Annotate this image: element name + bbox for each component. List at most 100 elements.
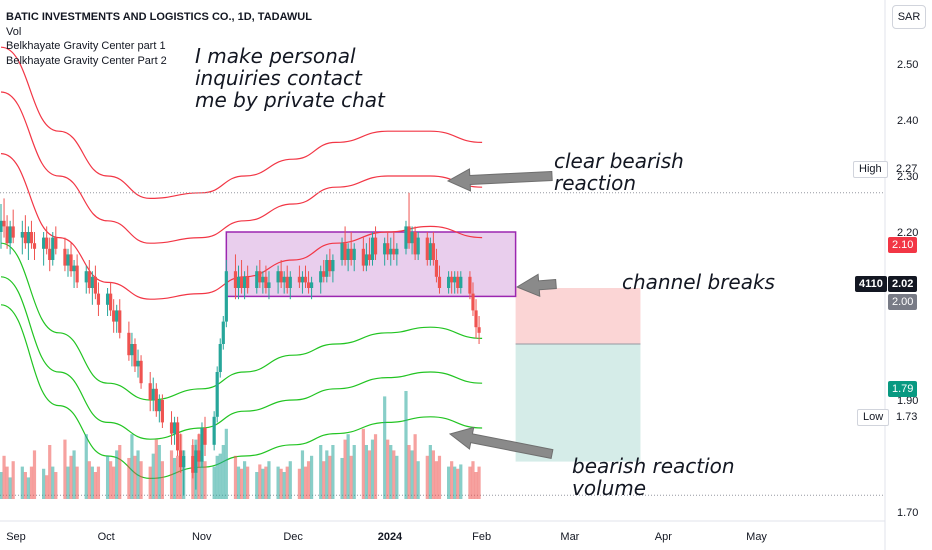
candle-body	[191, 456, 195, 473]
candle-body	[303, 276, 308, 283]
volume-bars	[0, 391, 481, 499]
volume-bar	[303, 466, 308, 499]
volume-bar	[72, 450, 76, 499]
volume-bar	[157, 445, 161, 499]
volume-bar	[109, 461, 113, 499]
volume-bar	[221, 445, 225, 499]
candle-body	[282, 276, 286, 283]
volume-bar	[176, 455, 180, 499]
candle-body	[87, 271, 91, 288]
annotation-clear-bearish: clear bearish reaction	[554, 150, 684, 194]
candle-body	[130, 344, 134, 356]
time-tick-label: Sep	[6, 531, 26, 543]
candle-body	[133, 344, 137, 367]
volume-bar	[373, 434, 378, 499]
volume-bar	[20, 466, 24, 499]
candle-body	[45, 237, 49, 249]
price-tick-label: 2.30	[897, 171, 918, 183]
volume-bar	[84, 434, 88, 499]
candle-body	[331, 260, 335, 272]
candle-body	[297, 276, 302, 283]
time-tick-label: Oct	[98, 531, 115, 543]
candle-body	[11, 226, 15, 238]
volume-bar	[148, 466, 152, 499]
candle-body	[54, 237, 58, 249]
volume-bar	[447, 466, 451, 499]
candle-body	[105, 293, 110, 305]
volume-bar	[172, 457, 177, 499]
annotation-channel-breaks: channel breaks	[622, 271, 775, 293]
volume-bar	[346, 434, 350, 499]
candle-body	[456, 276, 460, 288]
candle-body	[29, 232, 34, 244]
price-tick-label: 1.70	[897, 507, 918, 519]
candle-body	[148, 383, 152, 400]
volume-bar	[115, 450, 119, 499]
candle-body	[51, 237, 55, 260]
candle-body	[109, 293, 113, 311]
volume-bar	[48, 445, 52, 499]
annotation-line: clear bearish	[554, 149, 684, 173]
candle-body	[279, 271, 283, 283]
volume-bar	[75, 466, 79, 499]
volume-bar	[243, 461, 247, 499]
volume-tag: 4110	[855, 276, 887, 292]
price-tick-label: 2.50	[897, 59, 918, 71]
candle-body	[169, 422, 174, 434]
candle-body	[300, 276, 305, 283]
indicator-vol[interactable]: Vol	[6, 25, 22, 38]
candle-body	[84, 271, 88, 283]
low-value: 1.73	[896, 411, 918, 423]
volume-bar	[215, 455, 219, 499]
candle-body	[306, 282, 311, 288]
candle-body	[340, 243, 344, 260]
candle-body	[328, 260, 332, 272]
currency-button[interactable]: SAR	[892, 5, 926, 29]
annotation-line: reaction	[554, 171, 637, 195]
volume-bar	[105, 455, 110, 499]
candle-body	[151, 388, 155, 400]
volume-bar	[306, 461, 311, 499]
volume-bar	[264, 466, 268, 499]
volume-bar	[63, 439, 67, 499]
candle-body	[367, 254, 372, 260]
candle-body	[264, 276, 268, 288]
candle-body	[386, 243, 390, 255]
last-price-tag: 2.02	[888, 276, 918, 292]
arrow-bearish-volume	[448, 426, 554, 460]
candle-body	[20, 232, 24, 238]
volume-bar	[383, 396, 387, 499]
volume-bar	[160, 461, 164, 499]
annotation-line: inquiries contact	[195, 66, 362, 90]
volume-bar	[392, 450, 396, 499]
candle-body	[179, 450, 183, 468]
volume-bar	[258, 464, 262, 499]
volume-bar	[255, 472, 259, 499]
volume-bar	[370, 439, 375, 499]
volume-bar	[29, 466, 34, 499]
candle-body	[346, 248, 350, 260]
indicator-gravity-2[interactable]: Belkhayate Gravity Center Part 2	[6, 54, 167, 67]
annotation-inquiries: I make personal inquiries contact me by …	[195, 45, 385, 111]
candle-body	[2, 220, 6, 227]
symbol-title[interactable]: BATIC INVESTMENTS AND LOGISTICS CO., 1D,…	[6, 11, 312, 23]
candle-body	[48, 248, 52, 260]
candle-body	[285, 276, 289, 288]
candle-body	[224, 271, 228, 322]
candle-body	[90, 276, 94, 288]
annotation-line: I make personal	[195, 44, 356, 68]
candle-body	[42, 237, 46, 249]
volume-bar	[5, 466, 9, 499]
candle-body	[8, 226, 12, 244]
volume-bar	[130, 434, 134, 499]
candle-body	[261, 276, 265, 283]
candle-body	[32, 243, 37, 249]
volume-bar	[477, 466, 481, 499]
volume-bar	[96, 466, 101, 499]
high-value: 2.27	[896, 163, 918, 175]
candle-body	[410, 232, 414, 244]
candle-body	[136, 360, 140, 367]
indicator-gravity-1[interactable]: Belkhayate Gravity Center part 1	[6, 40, 166, 52]
